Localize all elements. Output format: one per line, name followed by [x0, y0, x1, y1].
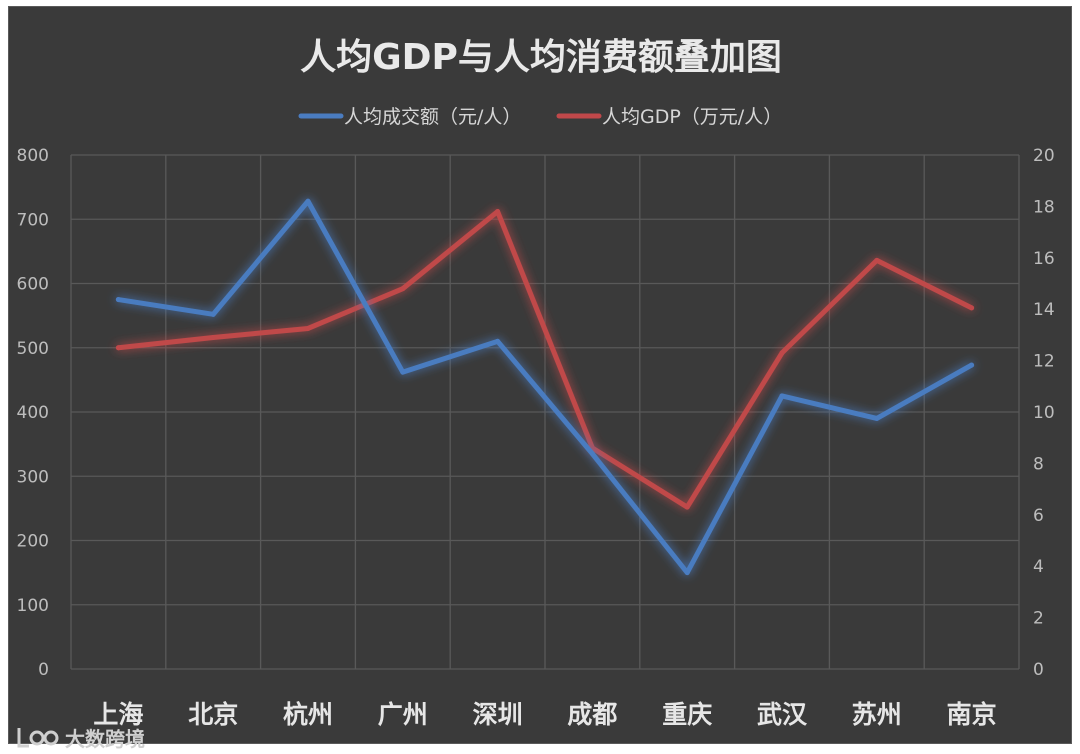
point-sales-8 — [874, 415, 880, 421]
point-sales-0 — [115, 297, 121, 303]
x-category-label: 深圳 — [473, 700, 523, 729]
point-gdp-3 — [400, 286, 406, 292]
y-left-tick-label: 700 — [17, 210, 49, 230]
y-right-tick-label: 12 — [1033, 352, 1055, 372]
point-sales-5 — [589, 451, 595, 457]
y-right-tick-label: 20 — [1033, 146, 1055, 166]
series-line-per-capita-sales — [115, 198, 975, 576]
point-sales-7 — [779, 393, 785, 399]
y-left-tick-label: 100 — [17, 596, 49, 616]
y-left-tick-label: 600 — [17, 275, 49, 295]
chart-title: 人均GDP与人均消费额叠加图 — [300, 37, 782, 78]
x-category-label: 上海 — [93, 700, 143, 729]
point-gdp-8 — [874, 257, 880, 263]
legend-label-red: 人均GDP（万元/人） — [602, 106, 782, 128]
y-right-tick-label: 4 — [1033, 557, 1044, 577]
point-gdp-2 — [305, 325, 311, 331]
x-axis: 上海 北京 杭州 广州 深圳 成都 重庆 武汉 苏州 南京 — [93, 700, 996, 729]
y-right-tick-label: 8 — [1033, 454, 1044, 474]
y-right-tick-label: 16 — [1033, 249, 1055, 269]
y-axis-right: 0 2 4 6 8 10 12 14 16 18 20 — [1033, 146, 1055, 680]
point-sales-4 — [495, 338, 501, 344]
y-left-tick-label: 300 — [17, 467, 49, 487]
point-sales-6 — [684, 570, 690, 576]
x-category-label: 南京 — [947, 700, 997, 729]
y-left-tick-label: 400 — [17, 403, 49, 423]
y-right-tick-label: 2 — [1033, 609, 1044, 629]
grid — [70, 154, 1020, 670]
y-left-tick-label: 200 — [17, 532, 49, 552]
x-category-label: 北京 — [188, 700, 238, 729]
point-sales-1 — [210, 311, 216, 317]
watermark-text: 大数跨境 — [65, 727, 145, 751]
x-category-label: 广州 — [378, 700, 428, 729]
y-right-tick-label: 14 — [1033, 300, 1055, 320]
watermark: 大数跨境 — [15, 723, 145, 752]
point-sales-3 — [400, 369, 406, 375]
point-gdp-6 — [684, 504, 690, 510]
legend: 人均成交额（元/人） 人均GDP（万元/人） — [298, 106, 782, 128]
series-lines — [115, 198, 975, 576]
chart-canvas: 人均GDP与人均消费额叠加图 人均成交额（元/人） 人均GDP（万元/人） 0 1… — [17, 37, 1055, 729]
point-sales-2 — [305, 198, 311, 204]
x-category-label: 武汉 — [757, 700, 808, 729]
point-gdp-4 — [495, 209, 501, 215]
point-sales-9 — [969, 362, 975, 368]
chart-frame: 人均GDP与人均消费额叠加图 人均成交额（元/人） 人均GDP（万元/人） 0 1… — [8, 6, 1072, 751]
point-gdp-0 — [115, 345, 121, 351]
series-line-per-capita-gdp — [115, 209, 975, 510]
y-left-tick-label: 0 — [38, 660, 49, 680]
y-left-tick-label: 800 — [17, 146, 49, 166]
y-right-tick-label: 10 — [1033, 403, 1055, 423]
point-gdp-9 — [969, 305, 975, 311]
y-left-tick-label: 500 — [17, 339, 49, 359]
y-right-tick-label: 0 — [1033, 660, 1044, 680]
point-gdp-7 — [779, 350, 785, 356]
legend-label-blue: 人均成交额（元/人） — [344, 106, 521, 128]
point-gdp-1 — [210, 334, 216, 340]
y-right-tick-label: 6 — [1033, 506, 1044, 526]
y-right-tick-label: 18 — [1033, 197, 1055, 217]
watermark-logo-icon — [17, 727, 59, 747]
x-category-label: 成都 — [567, 700, 617, 729]
x-category-label: 杭州 — [283, 700, 333, 729]
x-category-label: 重庆 — [662, 700, 712, 729]
y-axis-left: 0 100 200 300 400 500 600 700 800 — [17, 146, 49, 680]
x-category-label: 苏州 — [852, 700, 902, 729]
